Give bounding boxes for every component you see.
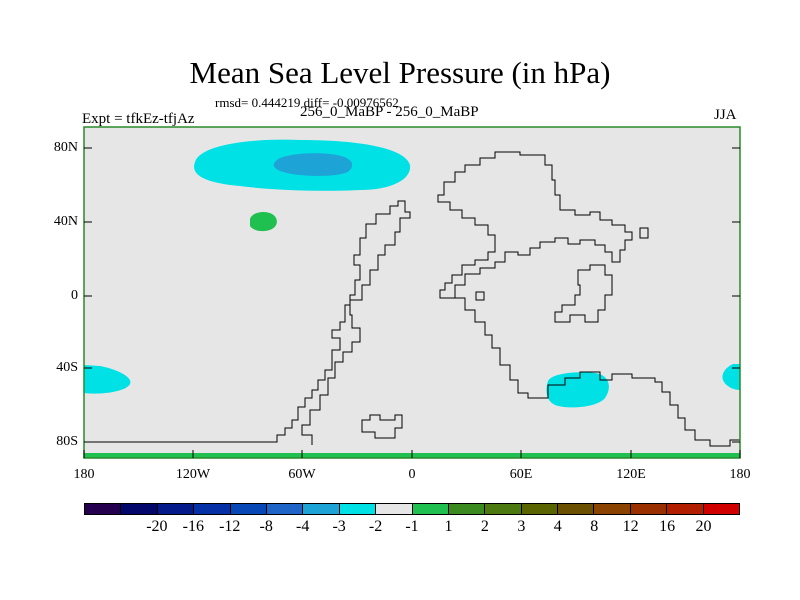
y-tick-label: 40S <box>56 360 78 375</box>
colorbar-label: -12 <box>219 518 241 535</box>
colorbar-swatch <box>303 504 340 514</box>
colorbar-swatch <box>558 504 595 514</box>
colorbar-swatch <box>157 504 195 514</box>
coastline-east-island <box>639 227 649 239</box>
coastline-greenland-north <box>437 151 633 299</box>
colorbar-label: -1 <box>405 518 419 535</box>
colorbar-label: -16 <box>182 518 204 535</box>
colorbar-swatch <box>266 504 304 514</box>
map-background <box>84 127 740 458</box>
anomaly-patch-arctic-dark <box>273 153 353 176</box>
anomaly-patch-southern-indian <box>546 372 609 408</box>
colorbar-label: -8 <box>259 518 273 535</box>
axis-ticks <box>83 147 741 458</box>
comparison-label: 256_0_MaBP - 256_0_MaBP <box>300 104 479 120</box>
colorbar-label: 12 <box>622 518 639 535</box>
colorbar-swatch <box>121 504 158 514</box>
coastline-africa-asia <box>455 297 740 447</box>
y-tick-label: 0 <box>71 288 78 303</box>
x-tick-label: 60E <box>509 467 533 482</box>
anomaly-patch-positive <box>250 211 277 232</box>
colorbar-swatch <box>485 504 522 514</box>
colorbar-label: -3 <box>332 518 346 535</box>
colorbar-swatch <box>521 504 559 514</box>
colorbar-swatch <box>230 504 267 514</box>
colorbar-label: 20 <box>695 518 712 535</box>
x-tick-label: 180 <box>729 467 751 482</box>
map-title: Mean Sea Level Pressure (in hPa) <box>189 55 611 90</box>
colorbar-label: 1 <box>444 518 453 535</box>
colorbar-swatch <box>339 504 377 514</box>
colorbar-swatch <box>376 504 413 514</box>
colorbar-swatch <box>85 504 122 514</box>
colorbar-label: 8 <box>590 518 599 535</box>
anomaly-patch-southwest <box>84 365 131 394</box>
y-tick-label: 80S <box>56 434 78 449</box>
rmsd-diff-stats: rmsd= 0.444219 diff= -0.00976562 <box>215 95 399 110</box>
colorbar-swatch <box>630 504 668 514</box>
coastline-small-island <box>475 291 485 301</box>
colorbar-swatch <box>703 504 740 514</box>
colorbar-label: -4 <box>295 518 310 535</box>
colorbar <box>84 503 740 515</box>
colorbar-label: 3 <box>517 518 526 535</box>
x-tick-label: 60W <box>288 467 316 482</box>
coastline-americas <box>84 200 411 445</box>
colorbar-swatch <box>667 504 704 514</box>
colorbar-label: 4 <box>553 518 562 535</box>
anomaly-patch-southeast-right <box>722 364 740 390</box>
coastline-inner-loop <box>554 264 613 323</box>
season-label: JJA <box>714 107 737 123</box>
colorbar-label: -20 <box>146 518 168 535</box>
colorbar-swatch <box>448 504 486 514</box>
colorbar-swatch <box>194 504 231 514</box>
coastline-antarctic-island <box>361 414 403 439</box>
x-tick-label: 180 <box>73 467 95 482</box>
colorbar-swatch <box>594 504 631 514</box>
experiment-label: Expt = tfkEz-tfjAz <box>82 111 195 127</box>
colorbar-label: 16 <box>659 518 676 535</box>
colorbar-label: 2 <box>480 518 489 535</box>
colorbar-label: -2 <box>368 518 383 535</box>
x-tick-label: 120W <box>175 467 211 482</box>
y-tick-label: 40N <box>53 214 78 229</box>
x-tick-label: 0 <box>408 467 416 482</box>
colorbar-swatch <box>412 504 449 514</box>
y-tick-label: 80N <box>53 140 78 155</box>
coastline-outlines <box>84 151 740 447</box>
x-tick-label: 120E <box>616 467 646 482</box>
